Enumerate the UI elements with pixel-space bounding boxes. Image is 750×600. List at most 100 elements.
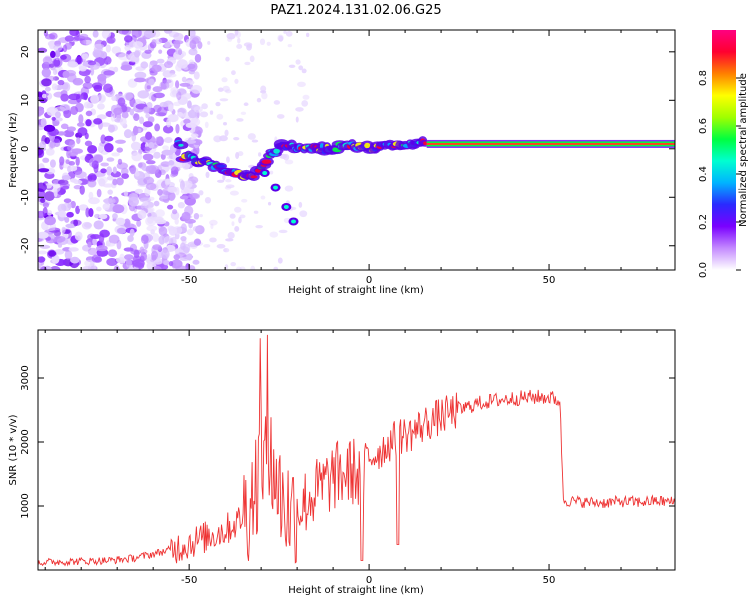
noise-blob (117, 30, 130, 35)
noise-blob (269, 231, 279, 238)
noise-blob (231, 221, 235, 227)
noise-blob (65, 159, 70, 165)
noise-blob (163, 260, 170, 266)
noise-blob (131, 30, 142, 38)
snr-x-axis-label: Height of straight line (km) (288, 585, 424, 596)
noise-blob (51, 83, 58, 91)
snr-y-axis-label: SNR (10 * v/v) (8, 414, 19, 485)
noise-blob (161, 249, 170, 259)
noise-blob (295, 107, 304, 112)
noise-blob (39, 140, 47, 150)
spectrogram-y-tick-label: 0 (20, 146, 31, 152)
noise-blob (107, 249, 118, 257)
noise-blob (209, 110, 214, 115)
noise-blob (137, 210, 147, 220)
noise-blob (96, 206, 102, 212)
noise-blob (41, 265, 47, 270)
noise-blob (84, 259, 94, 267)
noise-blob (159, 101, 168, 108)
noise-blob (168, 104, 174, 112)
noise-blob (73, 179, 83, 185)
snr-x-tick-label: 50 (543, 575, 556, 586)
noise-blob (68, 93, 81, 101)
noise-blob (103, 56, 112, 65)
noise-blob (96, 114, 107, 120)
noise-blob (64, 35, 74, 42)
noise-blob (187, 100, 192, 109)
noise-blob (225, 238, 234, 242)
noise-blob (59, 156, 65, 166)
noise-blob (192, 225, 201, 232)
figure-title: PAZ1.2024.131.02.06.G25 (270, 3, 441, 18)
noise-blob (132, 125, 139, 136)
noise-blob (44, 86, 51, 92)
noise-blob (79, 185, 85, 195)
noise-blob (121, 111, 129, 119)
noise-blob (112, 166, 117, 174)
noise-blob (67, 165, 72, 173)
noise-blob (216, 243, 226, 249)
noise-blob (61, 226, 66, 234)
noise-blob (301, 100, 309, 107)
noise-blob (301, 68, 307, 74)
noise-blob (153, 92, 165, 99)
noise-blob (239, 214, 246, 219)
noise-blob (234, 78, 239, 84)
noise-blob (193, 71, 200, 80)
noise-blob (61, 175, 71, 181)
noise-blob (116, 177, 124, 186)
colorbar-tick-label: 0.2 (698, 214, 709, 230)
noise-blob (297, 81, 306, 88)
noise-blob (110, 112, 116, 122)
noise-blob (57, 203, 67, 213)
noise-blob (96, 93, 107, 104)
noise-blob (74, 171, 87, 179)
noise-blob (92, 30, 99, 38)
snr-x-tick-label: 0 (366, 575, 372, 586)
noise-blob (74, 231, 83, 241)
noise-blob (82, 82, 93, 90)
noise-blob (179, 82, 191, 87)
noise-blob (116, 147, 124, 153)
noise-blob (207, 41, 211, 45)
noise-blob (106, 166, 113, 176)
noise-blob (193, 212, 200, 220)
snr-x-tick-label: -50 (181, 575, 197, 586)
noise-blob (172, 209, 178, 215)
noise-blob (117, 97, 126, 107)
snr-frame (37, 329, 676, 571)
noise-blob (273, 266, 279, 270)
noise-blob (42, 202, 50, 208)
noise-blob (234, 226, 240, 232)
noise-blob (123, 92, 134, 101)
noise-blob (158, 226, 168, 236)
noise-blob (72, 77, 84, 86)
noise-blob (50, 50, 56, 59)
noise-blob (255, 224, 263, 229)
noise-blob (96, 188, 102, 198)
noise-blob (45, 148, 55, 156)
noise-blob (133, 113, 140, 122)
noise-blob (145, 160, 156, 165)
noise-blob (222, 174, 226, 181)
noise-blob (260, 90, 267, 94)
noise-blob (147, 216, 154, 224)
spectrogram-y-tick-label: 10 (20, 94, 31, 107)
noise-blob (167, 191, 176, 202)
noise-blob (115, 217, 126, 226)
noise-blob (48, 250, 57, 257)
noise-blob (143, 176, 155, 185)
noise-blob (203, 244, 211, 248)
noise-blob (139, 197, 152, 203)
noise-blob (153, 258, 163, 265)
noise-blob (185, 180, 193, 189)
noise-blob (187, 109, 198, 119)
snr-ticks: -50 0 50 1000 2000 3000 (20, 330, 675, 586)
noise-blob (204, 196, 212, 204)
noise-blob (76, 136, 81, 145)
snr-series-line (38, 334, 675, 567)
noise-blob (180, 188, 190, 195)
noise-blob (145, 131, 153, 141)
noise-blob (134, 188, 144, 194)
noise-blob (112, 178, 118, 186)
